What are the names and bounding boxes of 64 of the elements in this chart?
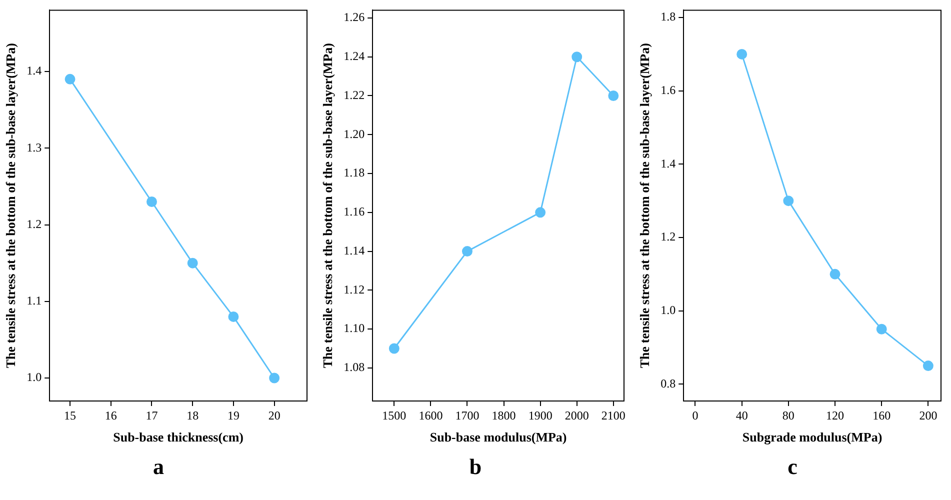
y-tick-label: 1.2 bbox=[26, 216, 42, 231]
y-tick-label: 1.1 bbox=[26, 294, 42, 308]
x-tick-label: 19 bbox=[227, 408, 240, 422]
y-tick-label: 1.20 bbox=[344, 126, 365, 141]
y-axis-title: The tensile stress at the bottom of the sub-base layer(MPa) bbox=[637, 43, 652, 368]
text: b bbox=[468, 454, 483, 480]
x-axis-title: Sub-base modulus(MPa) bbox=[430, 430, 567, 445]
point bbox=[608, 90, 619, 101]
point bbox=[388, 343, 400, 354]
text: c bbox=[786, 454, 798, 480]
x-tick-label: 1600 bbox=[418, 408, 443, 422]
x-tick-label: 80 bbox=[782, 408, 794, 422]
y-tick-label: 1.16 bbox=[344, 204, 365, 219]
x-tick-label: 200 bbox=[919, 408, 938, 422]
x-tick-label: 16 bbox=[104, 408, 117, 422]
x-tick-label: 160 bbox=[872, 408, 891, 422]
y-tick-label: 1.8 bbox=[660, 10, 676, 24]
point bbox=[269, 372, 280, 384]
x-tick-label: 2000 bbox=[564, 408, 589, 422]
y-axis-title: The tensile stress at the bottom of the sub-base layer(MPa) bbox=[3, 43, 18, 368]
point bbox=[876, 324, 887, 334]
point bbox=[783, 196, 794, 206]
x-tick-label: 1800 bbox=[492, 408, 516, 422]
point bbox=[187, 258, 198, 268]
y-tick-label: 1.08 bbox=[344, 360, 365, 374]
x-tick-label: 0 bbox=[692, 408, 698, 422]
y-tick-label: 1.0 bbox=[26, 370, 42, 384]
point bbox=[572, 52, 582, 62]
y-tick-label: 1.4 bbox=[26, 64, 42, 78]
x-tick-label: 20 bbox=[268, 408, 280, 422]
x-tick-label: 40 bbox=[736, 408, 748, 422]
y-tick-label: 1.18 bbox=[344, 166, 365, 180]
y-tick-label: 1.3 bbox=[26, 140, 42, 154]
point bbox=[64, 74, 76, 84]
x-tick-label: 120 bbox=[826, 408, 844, 422]
y-tick-label: 0.8 bbox=[660, 376, 676, 390]
y-tick-label: 1.10 bbox=[344, 321, 365, 336]
y-tick-label: 1.6 bbox=[660, 83, 676, 98]
x-tick-label: 1700 bbox=[455, 408, 480, 422]
point bbox=[146, 196, 157, 208]
point bbox=[462, 246, 472, 257]
y-tick-label: 1.22 bbox=[344, 88, 365, 102]
y-tick-label: 1.24 bbox=[344, 49, 365, 64]
x-axis-title: Sub-base thickness(cm) bbox=[113, 430, 244, 445]
x-axis-title: Subgrade modulus(MPa) bbox=[742, 430, 882, 445]
point bbox=[535, 207, 546, 218]
y-tick-label: 1.2 bbox=[660, 230, 676, 244]
point bbox=[830, 268, 840, 280]
x-tick-label: 17 bbox=[146, 408, 158, 422]
x-tick-label: 2100 bbox=[601, 408, 626, 422]
y-tick-label: 1.4 bbox=[660, 156, 676, 170]
y-tick-label: 1.26 bbox=[344, 10, 365, 24]
x-tick-label: 1900 bbox=[528, 408, 552, 422]
x-tick-label: 1500 bbox=[382, 408, 406, 422]
point bbox=[228, 311, 239, 322]
y-tick-label: 1.0 bbox=[660, 302, 676, 317]
y-tick-label: 1.12 bbox=[344, 282, 365, 296]
point bbox=[922, 360, 934, 372]
point bbox=[736, 48, 748, 60]
y-tick-label: 1.14 bbox=[344, 243, 365, 258]
text: a bbox=[152, 454, 165, 480]
x-tick-label: 15 bbox=[64, 408, 76, 422]
y-axis-title: The tensile stress at the bottom of the sub-base layer(MPa) bbox=[320, 43, 336, 368]
x-tick-label: 18 bbox=[186, 408, 199, 422]
